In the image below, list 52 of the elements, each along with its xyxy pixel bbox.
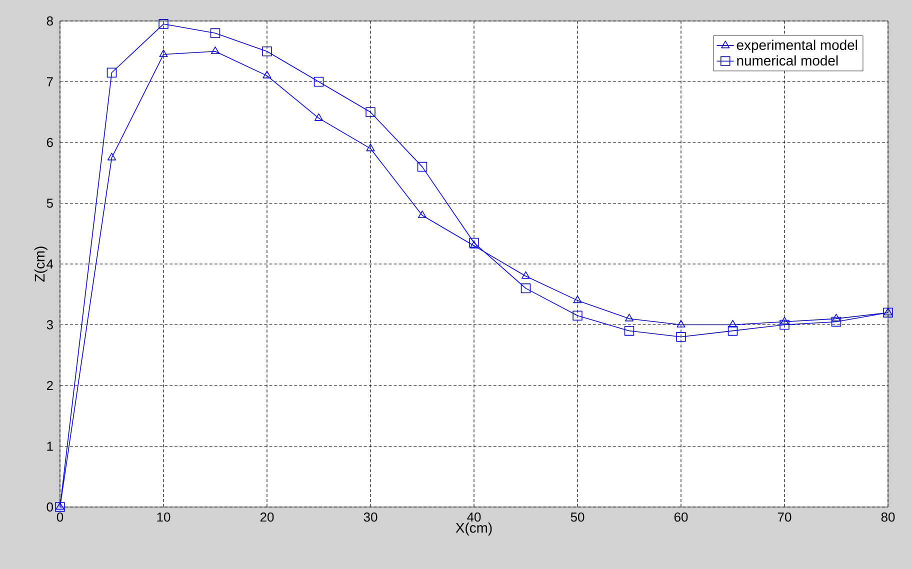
point [573, 296, 582, 304]
point [210, 46, 220, 54]
y-tick-label: 8 [46, 16, 53, 26]
legend-label: experimental model [736, 40, 858, 53]
point [417, 162, 428, 172]
x-tick-label: 10 [157, 512, 170, 522]
y-tick-label: 4 [46, 260, 54, 268]
point [210, 28, 220, 38]
y-tick-label: 0 [46, 502, 53, 512]
point [676, 320, 686, 328]
x-tick-label: 40 [467, 512, 481, 522]
x-tick-label: 0 [56, 512, 64, 522]
point [262, 46, 272, 56]
point [520, 283, 531, 294]
x-tick-label: 30 [364, 512, 378, 522]
point [728, 320, 738, 328]
point [262, 70, 272, 78]
point [832, 314, 841, 322]
point [780, 320, 790, 330]
point [831, 316, 842, 327]
point [107, 152, 116, 160]
point [624, 326, 634, 336]
point [106, 68, 117, 78]
y-tick-label: 5 [46, 198, 53, 208]
point [469, 238, 479, 248]
point [780, 316, 789, 324]
x-tick-label: 20 [260, 512, 274, 522]
point [521, 271, 530, 279]
y-tick-label: 6 [46, 138, 53, 148]
y-axis-title: Z(cm) [34, 246, 48, 282]
point [572, 310, 582, 321]
point [314, 76, 324, 87]
y-tick-label: 3 [46, 320, 53, 330]
point [470, 240, 478, 248]
y-tick-label: 1 [47, 442, 53, 451]
y-tick-label: 7 [46, 77, 53, 86]
point [314, 113, 324, 121]
point [366, 144, 375, 152]
x-axis-title: X(cm) [456, 522, 492, 536]
x-tick-label: 70 [778, 512, 792, 522]
y-tick-label: 2 [46, 380, 53, 390]
x-tick-label: 80 [881, 512, 895, 522]
point [728, 326, 738, 336]
x-tick-label: 50 [570, 512, 584, 522]
point [624, 314, 634, 322]
point [366, 107, 376, 118]
point [676, 332, 686, 342]
point [418, 210, 427, 218]
legend-label: numerical model [737, 55, 838, 66]
x-tick-label: 60 [674, 512, 688, 522]
point [158, 19, 168, 29]
point [159, 50, 168, 58]
